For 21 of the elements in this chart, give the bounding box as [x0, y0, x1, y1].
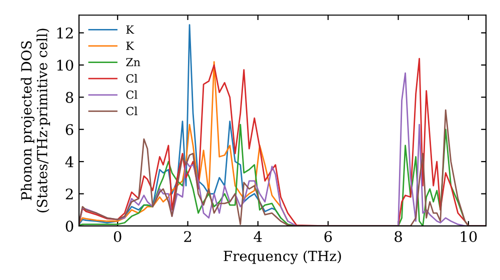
y-tick-label: 6 — [66, 124, 74, 136]
y-tick-label: 10 — [57, 60, 74, 71]
x-tick-label: 6 — [324, 231, 332, 242]
y-tick-label: 2 — [66, 188, 73, 200]
y-tick-label: 0 — [66, 220, 74, 232]
x-tick-label: 8 — [394, 231, 402, 242]
legend-label: Cl — [126, 74, 138, 83]
legend-label: Cl — [126, 90, 138, 99]
legend-label: K — [126, 42, 134, 50]
legend-label: K — [126, 25, 134, 34]
legend-label: Zn — [126, 58, 140, 66]
y-tick-label: 4 — [65, 156, 74, 168]
legend-label: Cl — [126, 106, 138, 116]
y-tick-label: 12 — [57, 28, 73, 38]
x-axis-title: Frequency (THz) — [224, 250, 341, 264]
y-tick-label: 8 — [66, 92, 74, 103]
y-axis-title: Phonon projected DOS (States/THz·primitive cell) — [20, 28, 50, 212]
x-tick-label: 4 — [254, 231, 262, 242]
x-tick-label: 10 — [460, 231, 477, 242]
x-tick-label: 0 — [114, 231, 122, 242]
x-tick-label: 2 — [184, 231, 191, 242]
